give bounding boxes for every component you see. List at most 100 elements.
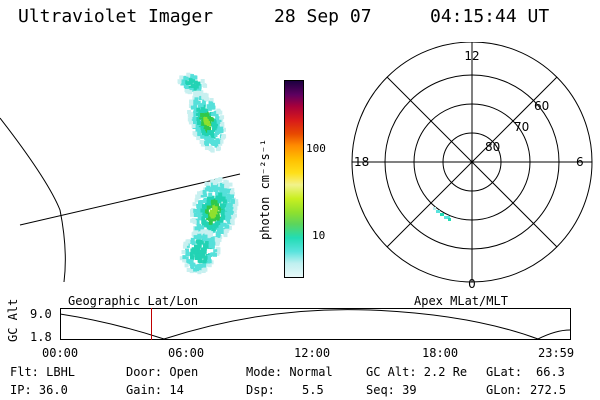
aurora-pixel <box>185 248 189 253</box>
aurora-pixel <box>223 179 228 184</box>
aurora-pixel <box>212 126 217 131</box>
aurora-pixel <box>209 195 214 200</box>
aurora-pixel <box>229 215 234 220</box>
aurora-pixel <box>197 243 202 248</box>
aurora-pixel <box>197 226 202 231</box>
aurora-pixel <box>221 135 225 140</box>
aurora-pixel <box>221 192 226 197</box>
aurora-pixel <box>204 146 209 150</box>
info-gain: Gain: 14 <box>126 383 184 397</box>
info-flt: Flt: LBHL <box>10 365 76 379</box>
aurora-pixel <box>207 126 212 131</box>
aurora-pixel <box>210 214 215 219</box>
aurora-pixel <box>213 249 218 254</box>
time-tick-0000: 00:00 <box>42 346 79 360</box>
aurora-pixel <box>207 106 212 111</box>
aurora-pixel <box>219 126 224 131</box>
aurora-pixel <box>233 213 237 218</box>
aurora-pixel <box>230 190 234 195</box>
aurora-pixel <box>208 241 213 246</box>
aurora-pixel <box>184 85 189 89</box>
aurora-pixel <box>214 143 219 148</box>
aurora-pixel <box>196 112 201 117</box>
aurora-pixel <box>201 247 206 252</box>
lat-label-60: 60 <box>534 99 549 113</box>
mlt-label-6: 6 <box>576 155 584 169</box>
aurora-pixel <box>210 133 215 138</box>
aurora-pixel <box>210 237 215 242</box>
aurora-pixel <box>196 100 201 105</box>
timeline-right-title: Apex MLat/MLT <box>414 294 508 308</box>
timeline-y-label: GC Alt <box>6 298 20 342</box>
aurora-pixel <box>193 80 198 85</box>
aurora-pixel <box>201 211 206 216</box>
altitude-timeline <box>60 308 571 340</box>
aurora-pixel <box>192 220 197 225</box>
info-glon-value: 272.5 <box>530 383 567 397</box>
aurora-pixel <box>193 131 198 136</box>
time-tick-2359: 23:59 <box>538 346 575 360</box>
aurora-pixel <box>191 217 196 222</box>
aurora-pixel <box>201 268 206 273</box>
aurora-pixel <box>191 83 196 88</box>
aurora-pixel <box>210 182 215 187</box>
aurora-pixel <box>191 262 196 267</box>
aurora-pixel <box>196 107 201 112</box>
info-glat-value: 66.3 <box>536 365 565 379</box>
aurora-pixel <box>206 205 211 210</box>
aurora-pixel <box>223 215 228 220</box>
aurora-pixel <box>202 199 207 204</box>
aurora-pixel <box>224 211 229 216</box>
aurora-pixel <box>189 269 194 274</box>
aurora-pixel <box>188 90 193 95</box>
aurora-pixel <box>191 124 196 128</box>
colorbar <box>284 80 304 278</box>
aurora-pixel <box>182 244 187 249</box>
aurora-pixel <box>211 227 216 232</box>
colorbar-tick-100: 100 <box>306 142 326 155</box>
timeline-left-title: Geographic Lat/Lon <box>68 294 199 308</box>
aurora-pixel <box>216 231 221 236</box>
aurora-pixel <box>206 202 211 207</box>
aurora-pixel <box>190 237 195 242</box>
mlt-label-18: 18 <box>354 155 369 169</box>
aurora-pixel <box>200 208 205 213</box>
aurora-pixel <box>204 221 209 226</box>
aurora-pixel <box>202 204 206 209</box>
aurora-pixel <box>196 136 201 141</box>
aurora-pixel <box>225 224 230 229</box>
aurora-pixel <box>207 122 211 126</box>
aurora-pixel <box>198 125 203 130</box>
aurora-pixel <box>186 81 190 86</box>
aurora-pixel <box>228 182 233 187</box>
aurora-pixel <box>189 115 193 120</box>
aurora-pixel <box>210 244 215 249</box>
aurora-pixel <box>217 237 222 242</box>
aurora-pixel <box>216 247 221 252</box>
aurora-pixel <box>207 263 212 268</box>
aurora-pixel <box>193 250 197 255</box>
aurora-pixel <box>189 87 194 92</box>
mlt-label-12: 12 <box>464 49 479 63</box>
aurora-pixel <box>195 117 200 121</box>
aurora-pixel <box>208 244 213 249</box>
aurora-pixel <box>203 255 208 260</box>
aurora-pixel <box>183 241 188 246</box>
aurora-pixel <box>186 268 191 272</box>
aurora-pixel <box>207 130 212 135</box>
aurora-pixel <box>190 248 195 253</box>
aurora-pixel <box>199 204 204 209</box>
info-door: Door: Open <box>126 365 199 379</box>
aurora-pixel <box>227 208 232 213</box>
aurora-pixel <box>213 237 218 242</box>
aurora-pixel <box>207 197 211 202</box>
aurora-pixel <box>194 253 199 258</box>
lat-label-70: 70 <box>514 120 529 134</box>
aurora-pixel <box>193 120 197 125</box>
aurora-pixel <box>200 225 205 230</box>
aurora-pixel <box>196 253 201 258</box>
aurora-pixel <box>193 235 198 240</box>
aurora-pixel <box>192 95 197 100</box>
aurora-pixel <box>193 267 198 272</box>
aurora-pixel <box>210 199 215 204</box>
